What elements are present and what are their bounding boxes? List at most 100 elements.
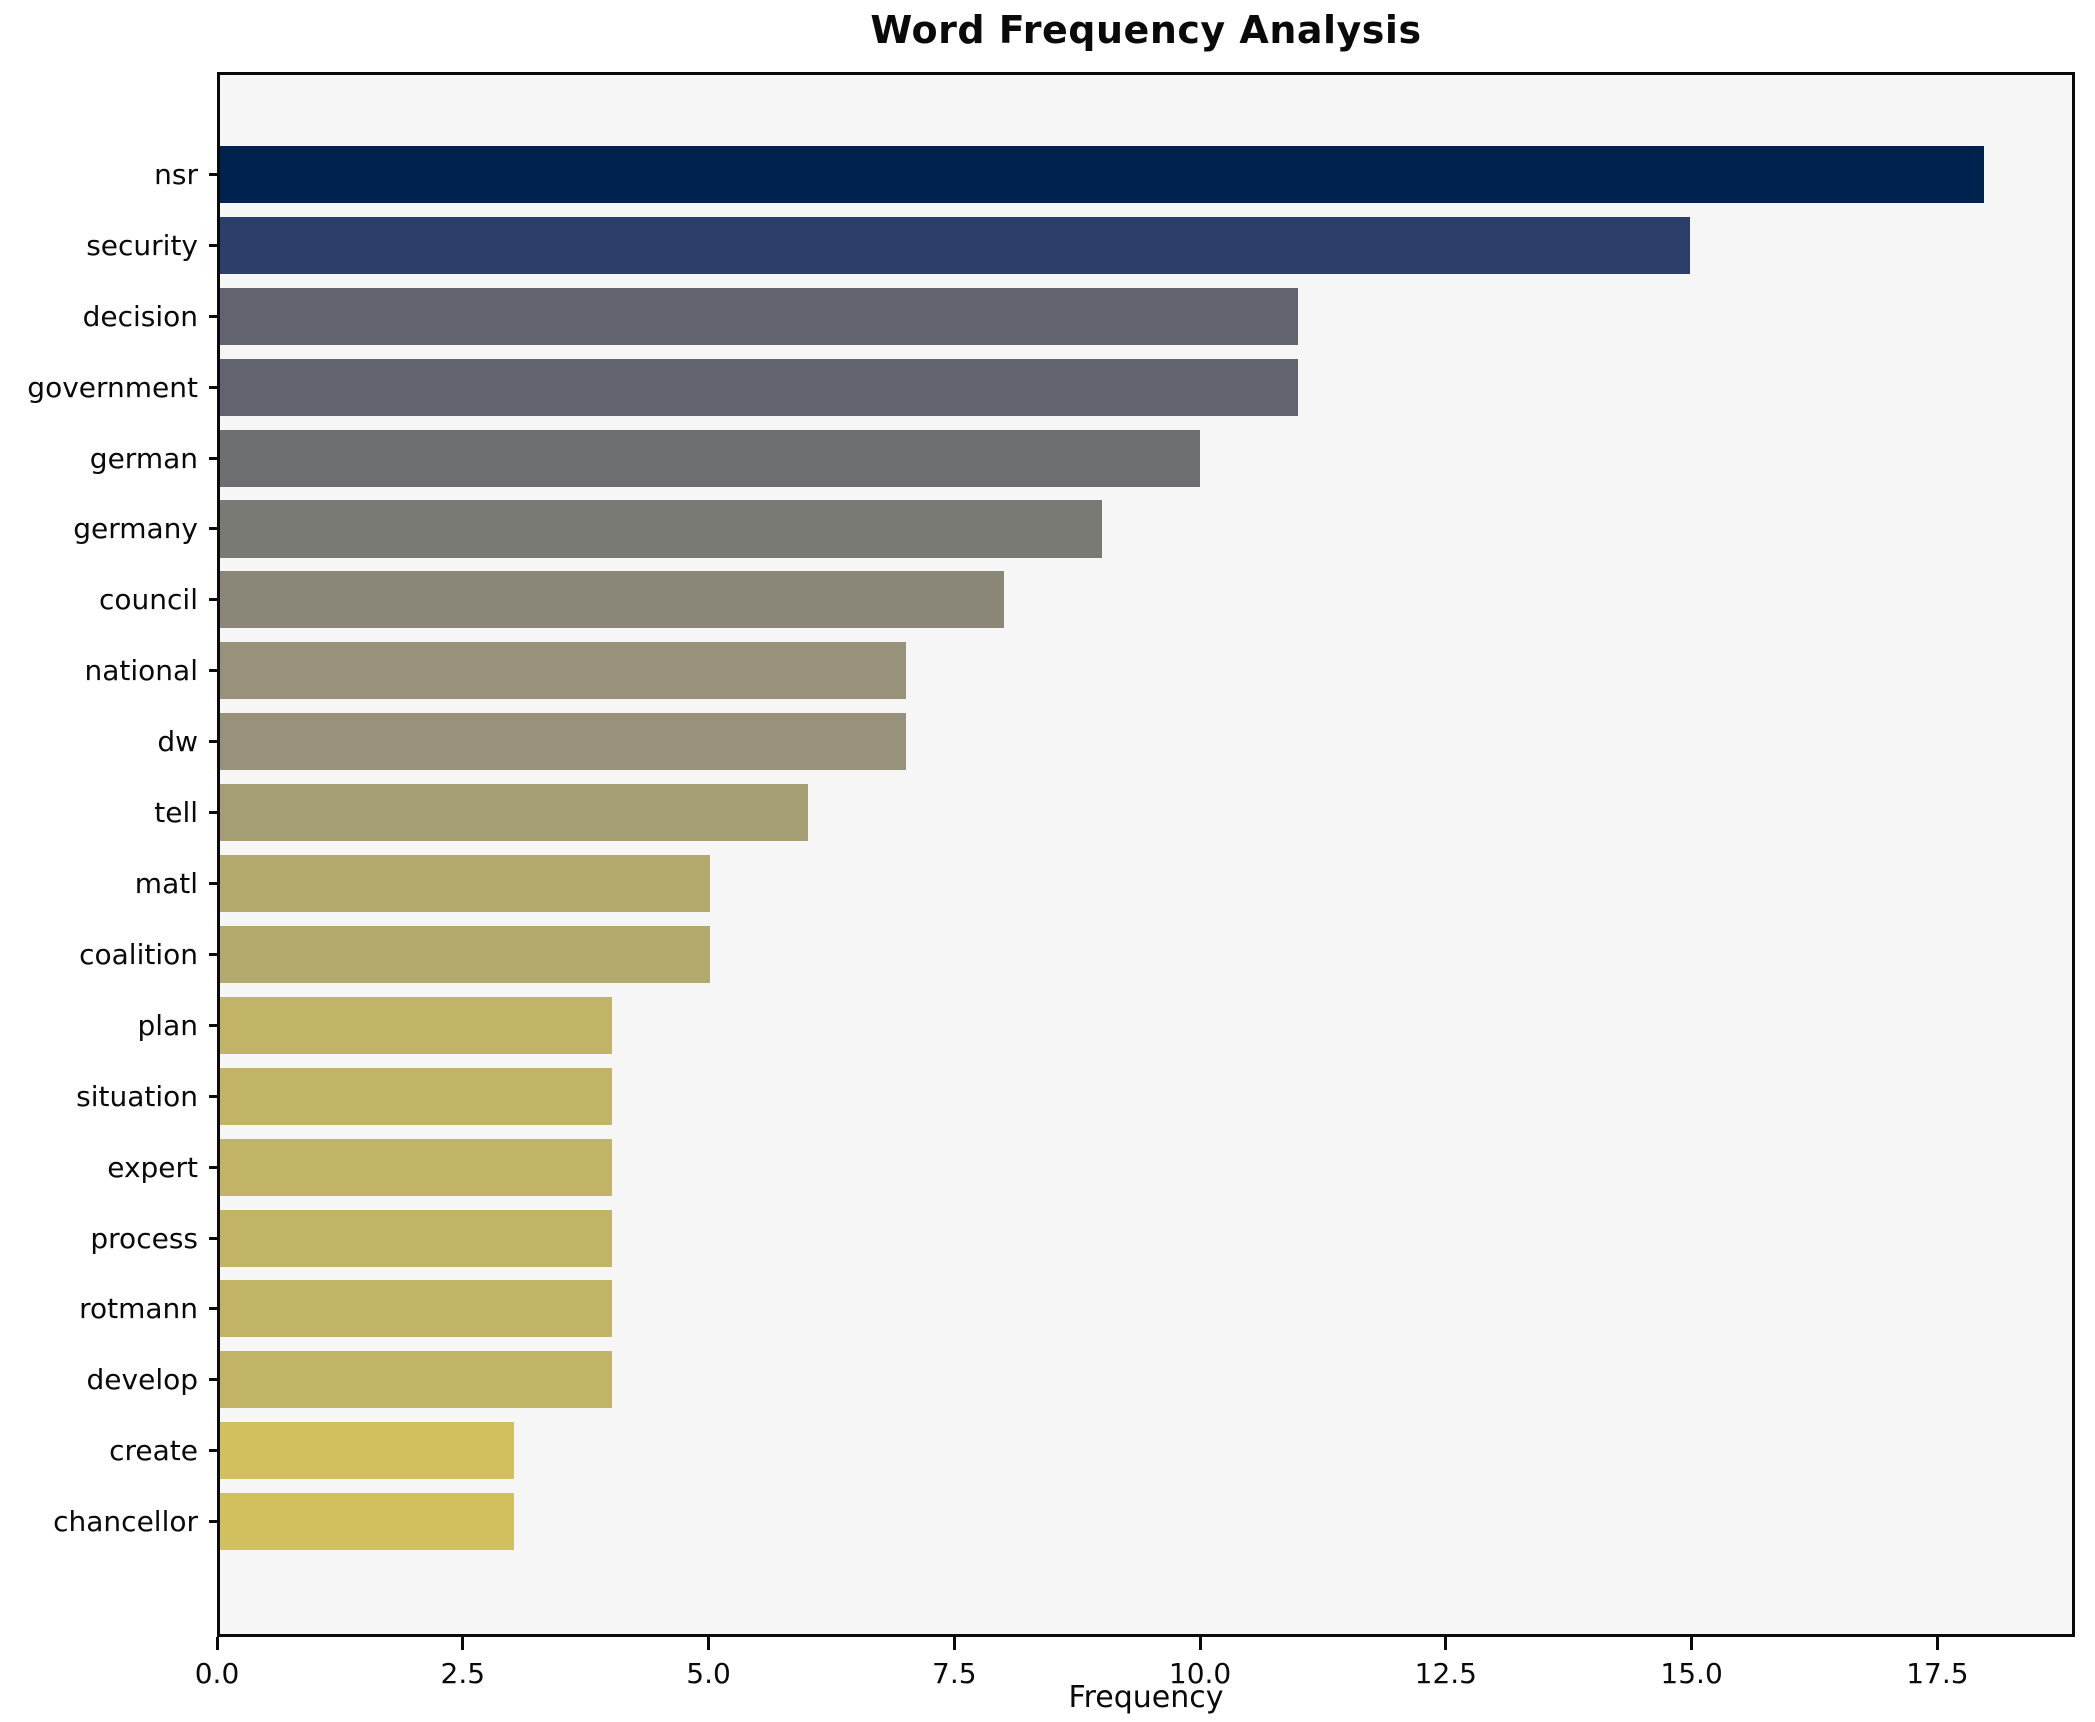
y-tick-label: government <box>27 370 198 404</box>
x-tick-mark <box>1198 1637 1202 1650</box>
bar-nsr <box>220 145 1984 203</box>
bar-process <box>220 1209 612 1267</box>
bar-row: german <box>90 423 2072 494</box>
x-tick-label: 15.0 <box>1660 1657 1723 1690</box>
y-tick-label: nsr <box>154 157 198 191</box>
y-tick-label: expert <box>107 1150 198 1184</box>
bar-row: government <box>27 352 2072 423</box>
bar-row: germany <box>73 494 2072 565</box>
x-tick-label: 10.0 <box>1168 1657 1232 1690</box>
y-tick-mark <box>209 1307 220 1311</box>
y-tick-mark <box>209 527 220 531</box>
x-tick-label: 2.5 <box>440 1657 486 1690</box>
bar-germany <box>220 500 1102 558</box>
y-tick-mark <box>209 598 220 602</box>
y-tick-label: develop <box>86 1363 198 1397</box>
bar-council <box>220 571 1004 629</box>
bar-row: situation <box>76 1061 2072 1132</box>
bar-row: rotmann <box>79 1274 2072 1345</box>
y-tick-label: german <box>89 441 198 475</box>
bar-german <box>220 429 1200 487</box>
y-tick-label: coalition <box>79 937 198 971</box>
y-tick-mark <box>209 669 220 673</box>
y-tick-mark <box>209 1520 220 1524</box>
bar-national <box>220 642 906 700</box>
bar-rows: nsr security decision government german germa… <box>27 139 2072 1557</box>
bar-row: matl <box>135 848 2072 919</box>
x-tick-label: 5.0 <box>686 1657 731 1690</box>
x-tick-mark <box>1935 1637 1939 1650</box>
y-tick-label: situation <box>76 1079 198 1113</box>
y-tick-mark <box>209 1094 220 1098</box>
bar-chancellor <box>220 1493 514 1551</box>
y-tick-mark <box>209 1449 220 1453</box>
bar-decision <box>220 287 1298 345</box>
x-tick-mark <box>215 1637 219 1650</box>
y-tick-mark <box>209 1165 220 1169</box>
y-tick-label: council <box>99 583 198 617</box>
y-tick-mark <box>209 740 220 744</box>
bar-government <box>220 358 1298 416</box>
bar-row: process <box>90 1203 2072 1274</box>
y-tick-mark <box>209 1378 220 1382</box>
bar-tell <box>220 784 808 842</box>
bar-matl <box>220 854 710 913</box>
y-tick-label: decision <box>82 299 198 333</box>
y-tick-mark <box>209 172 220 176</box>
bar-row: coalition <box>79 919 2072 990</box>
bar-row: plan <box>138 990 2072 1061</box>
y-tick-mark <box>209 952 220 956</box>
bar-row: chancellor <box>53 1486 2072 1557</box>
bar-security <box>220 216 1690 274</box>
bar-row: council <box>99 564 2072 635</box>
bar-develop <box>220 1351 612 1409</box>
y-tick-mark <box>209 314 220 318</box>
chart-title: Word Frequency Analysis <box>870 8 1422 52</box>
y-tick-mark <box>209 882 220 886</box>
y-tick-label: create <box>109 1434 198 1468</box>
x-tick-label: 12.5 <box>1414 1657 1477 1690</box>
x-tick-mark <box>1690 1637 1694 1650</box>
y-tick-mark <box>209 385 220 389</box>
x-tick-mark <box>707 1637 711 1650</box>
bar-create <box>220 1422 514 1480</box>
y-tick-mark <box>209 243 220 247</box>
y-tick-mark <box>209 811 220 815</box>
x-tick-mark <box>952 1637 956 1650</box>
x-tick-label: 0.0 <box>194 1657 240 1690</box>
bar-row: dw <box>157 706 2072 777</box>
y-tick-label: chancellor <box>53 1505 198 1539</box>
y-tick-label: security <box>86 228 198 262</box>
y-tick-label: plan <box>137 1008 198 1042</box>
y-tick-label: national <box>84 654 198 688</box>
y-tick-mark <box>209 456 220 460</box>
y-tick-label: matl <box>134 867 198 901</box>
bar-row: expert <box>107 1132 2072 1203</box>
x-tick-label: 7.5 <box>932 1657 977 1690</box>
bar-row: national <box>85 635 2072 706</box>
bar-row: create <box>109 1415 2072 1486</box>
y-tick-label: tell <box>154 796 198 830</box>
bar-row: tell <box>154 777 2072 848</box>
y-tick-label: germany <box>73 512 198 546</box>
y-tick-label: rotmann <box>79 1292 198 1326</box>
bar-expert <box>220 1138 612 1196</box>
bar-dw <box>220 713 906 771</box>
bar-situation <box>220 1067 612 1125</box>
x-tick-mark <box>1444 1637 1448 1650</box>
bar-row: nsr <box>154 139 2072 210</box>
x-axis-label: Frequency <box>1068 1680 1224 1715</box>
y-tick-label: dw <box>157 725 198 759</box>
bar-row: security <box>86 210 2072 281</box>
plot-area: nsr security decision government german germa… <box>27 72 2075 1637</box>
y-tick-mark <box>209 1236 220 1240</box>
bar-rotmann <box>220 1280 612 1338</box>
x-tick-mark <box>461 1637 465 1650</box>
y-tick-label: process <box>90 1221 198 1255</box>
bar-row: decision <box>83 281 2072 352</box>
x-tick-label: 17.5 <box>1906 1657 1969 1690</box>
y-tick-mark <box>209 1023 220 1027</box>
bar-plan <box>220 996 612 1054</box>
bar-row: develop <box>87 1344 2072 1415</box>
